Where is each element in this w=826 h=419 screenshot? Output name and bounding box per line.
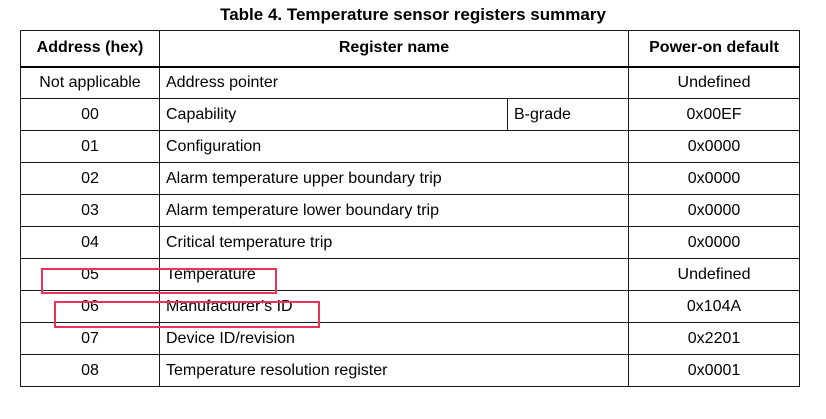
cell-address: 08 xyxy=(20,354,160,387)
cell-address: 01 xyxy=(20,130,160,163)
cell-register-name: Critical temperature trip xyxy=(158,226,630,259)
cell-default: 0x0001 xyxy=(628,354,801,387)
cell-register-name: Alarm temperature upper boundary trip xyxy=(158,162,630,195)
cell-default: Undefined xyxy=(628,258,801,291)
table-row: 00 Capability B-grade 0x00EF xyxy=(20,98,801,131)
table-row: Not applicable Address pointer Undefined xyxy=(20,66,801,99)
table-caption: Table 4. Temperature sensor registers su… xyxy=(220,5,606,24)
cell-address: 06 xyxy=(20,290,160,323)
cell-register-name: Configuration xyxy=(158,130,630,163)
cell-register-name: Capability xyxy=(159,98,508,131)
cell-grade: B-grade xyxy=(506,98,630,131)
header-power-on-default: Power-on default xyxy=(628,30,801,68)
cell-default: 0x0000 xyxy=(628,194,801,227)
cell-default: 0x0000 xyxy=(628,130,801,163)
table-row: 05 Temperature Undefined xyxy=(20,258,801,291)
table-row: 02 Alarm temperature upper boundary trip… xyxy=(20,162,801,195)
registers-table: Address (hex) Register name Power-on def… xyxy=(20,30,801,387)
cell-address: 03 xyxy=(20,194,160,227)
cell-address: 05 xyxy=(20,258,160,291)
cell-address: 00 xyxy=(20,98,160,131)
cell-default: 0x0000 xyxy=(628,226,801,259)
table-row: 01 Configuration 0x0000 xyxy=(20,130,801,163)
table-row: 04 Critical temperature trip 0x0000 xyxy=(20,226,801,259)
cell-register-name: Manufacturer’s ID xyxy=(158,290,630,323)
table-row: 06 Manufacturer’s ID 0x104A xyxy=(20,290,801,323)
table-row: 03 Alarm temperature lower boundary trip… xyxy=(20,194,801,227)
cell-default: 0x2201 xyxy=(628,322,801,355)
cell-address: 02 xyxy=(20,162,160,195)
table-row: 07 Device ID/revision 0x2201 xyxy=(20,322,801,355)
cell-address: 07 xyxy=(20,322,160,355)
cell-address: Not applicable xyxy=(20,66,160,99)
cell-default: Undefined xyxy=(628,66,801,99)
cell-register-name: Temperature xyxy=(158,258,630,291)
cell-default: 0x00EF xyxy=(628,98,801,131)
table-row: 08 Temperature resolution register 0x000… xyxy=(20,354,801,387)
cell-default: 0x0000 xyxy=(628,162,801,195)
header-row: Address (hex) Register name Power-on def… xyxy=(20,30,801,68)
cell-register-name: Alarm temperature lower boundary trip xyxy=(158,194,630,227)
header-address: Address (hex) xyxy=(20,30,160,68)
cell-default: 0x104A xyxy=(628,290,801,323)
cell-register-name: Device ID/revision xyxy=(158,322,630,355)
cell-register-name: Temperature resolution register xyxy=(158,354,630,387)
header-register-name: Register name xyxy=(158,30,630,68)
cell-address: 04 xyxy=(20,226,160,259)
cell-register-name: Address pointer xyxy=(158,66,630,99)
